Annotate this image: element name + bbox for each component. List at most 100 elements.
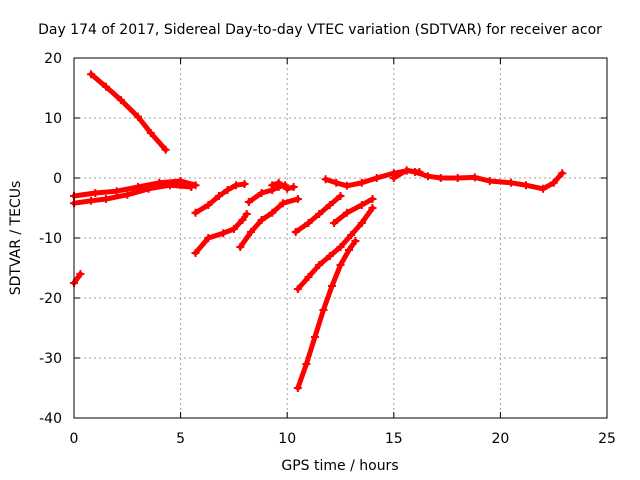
data-point (101, 82, 110, 91)
data-point (302, 360, 311, 368)
y-tick-label: -30 (39, 351, 62, 367)
data-point (133, 183, 142, 191)
data-point (336, 243, 345, 251)
x-tick-label: 0 (70, 431, 79, 447)
series-line (88, 71, 169, 153)
data-point (357, 178, 366, 187)
data-point (87, 70, 96, 79)
data-point (389, 174, 398, 182)
data-point (336, 192, 345, 200)
y-axis-label: SDTVAR / TECUs (8, 181, 24, 296)
data-point (257, 189, 266, 197)
data-point (246, 228, 255, 236)
data-point (315, 261, 324, 269)
data-point (372, 174, 381, 182)
y-tick-label: -40 (39, 411, 62, 427)
data-point (293, 384, 302, 392)
y-tick-label: 0 (53, 171, 62, 187)
series-arc-10 (291, 192, 345, 236)
data-point (101, 195, 110, 203)
series-arc-5 (191, 180, 249, 217)
data-point (232, 181, 241, 190)
data-point (507, 178, 516, 187)
series-line (237, 196, 301, 250)
data-point (357, 219, 366, 227)
series-line (295, 238, 358, 391)
series-arc-15 (389, 166, 567, 193)
data-point (204, 201, 213, 209)
plot-frame (73, 57, 608, 419)
data-point (283, 184, 292, 193)
data-point (229, 225, 238, 233)
data-point (521, 181, 530, 190)
y-tick-label: -10 (39, 231, 62, 247)
series-arc-1 (87, 70, 170, 154)
y-tick-label: -20 (39, 291, 62, 307)
plot-area (70, 70, 567, 392)
data-point (357, 201, 366, 209)
data-point (268, 208, 277, 217)
series-arc-11 (293, 204, 377, 293)
data-point (191, 208, 200, 217)
data-point (238, 216, 247, 224)
data-point (330, 219, 339, 227)
data-point (112, 187, 121, 196)
x-axis-label: GPS time / hours (281, 458, 398, 474)
data-point (423, 172, 432, 181)
y-tick-label: 20 (44, 51, 62, 67)
series-arc-2 (70, 270, 85, 287)
data-point (325, 252, 334, 260)
data-point (345, 246, 354, 254)
data-point (485, 177, 494, 185)
data-point (223, 186, 232, 194)
data-point (161, 145, 170, 154)
data-point (155, 178, 164, 187)
x-tick-label: 20 (491, 431, 509, 447)
series-line (193, 181, 248, 216)
series-arc-12 (293, 237, 360, 392)
series-arc-13 (330, 195, 377, 227)
data-point (293, 195, 302, 203)
data-point (321, 175, 330, 184)
series-arc-9 (268, 178, 298, 193)
data-point (342, 181, 351, 190)
series-line (71, 271, 83, 286)
data-point (191, 181, 200, 190)
data-point (268, 181, 277, 190)
data-point (411, 168, 420, 176)
series-line (295, 205, 375, 292)
data-point (278, 199, 287, 208)
data-point (470, 173, 479, 182)
data-point (304, 219, 313, 227)
data-point (327, 282, 336, 290)
data-point (336, 261, 345, 269)
data-point (315, 210, 324, 218)
data-point (539, 184, 548, 193)
data-point (289, 183, 298, 191)
data-point (342, 208, 351, 217)
data-point (146, 129, 155, 137)
data-point (319, 306, 328, 314)
data-point (274, 178, 283, 187)
data-point (293, 285, 302, 293)
series-arc-6 (191, 210, 251, 257)
data-point (257, 216, 266, 224)
data-point (244, 198, 253, 206)
chart-title: Day 174 of 2017, Sidereal Day-to-day VTE… (38, 22, 602, 38)
x-tick-label: 5 (176, 431, 185, 447)
y-ticks: -40 -30 -20 -10 0 10 20 (39, 51, 607, 427)
data-point (214, 192, 223, 200)
data-point (304, 273, 313, 281)
x-tick-label: 15 (385, 431, 403, 447)
data-point (176, 177, 185, 185)
data-point (549, 178, 558, 187)
data-point (91, 189, 100, 197)
series-line (331, 196, 375, 226)
data-point (453, 174, 462, 182)
data-point (191, 249, 200, 257)
data-point (351, 237, 360, 245)
data-point (240, 180, 249, 188)
data-point (402, 166, 411, 175)
data-point (310, 333, 319, 341)
